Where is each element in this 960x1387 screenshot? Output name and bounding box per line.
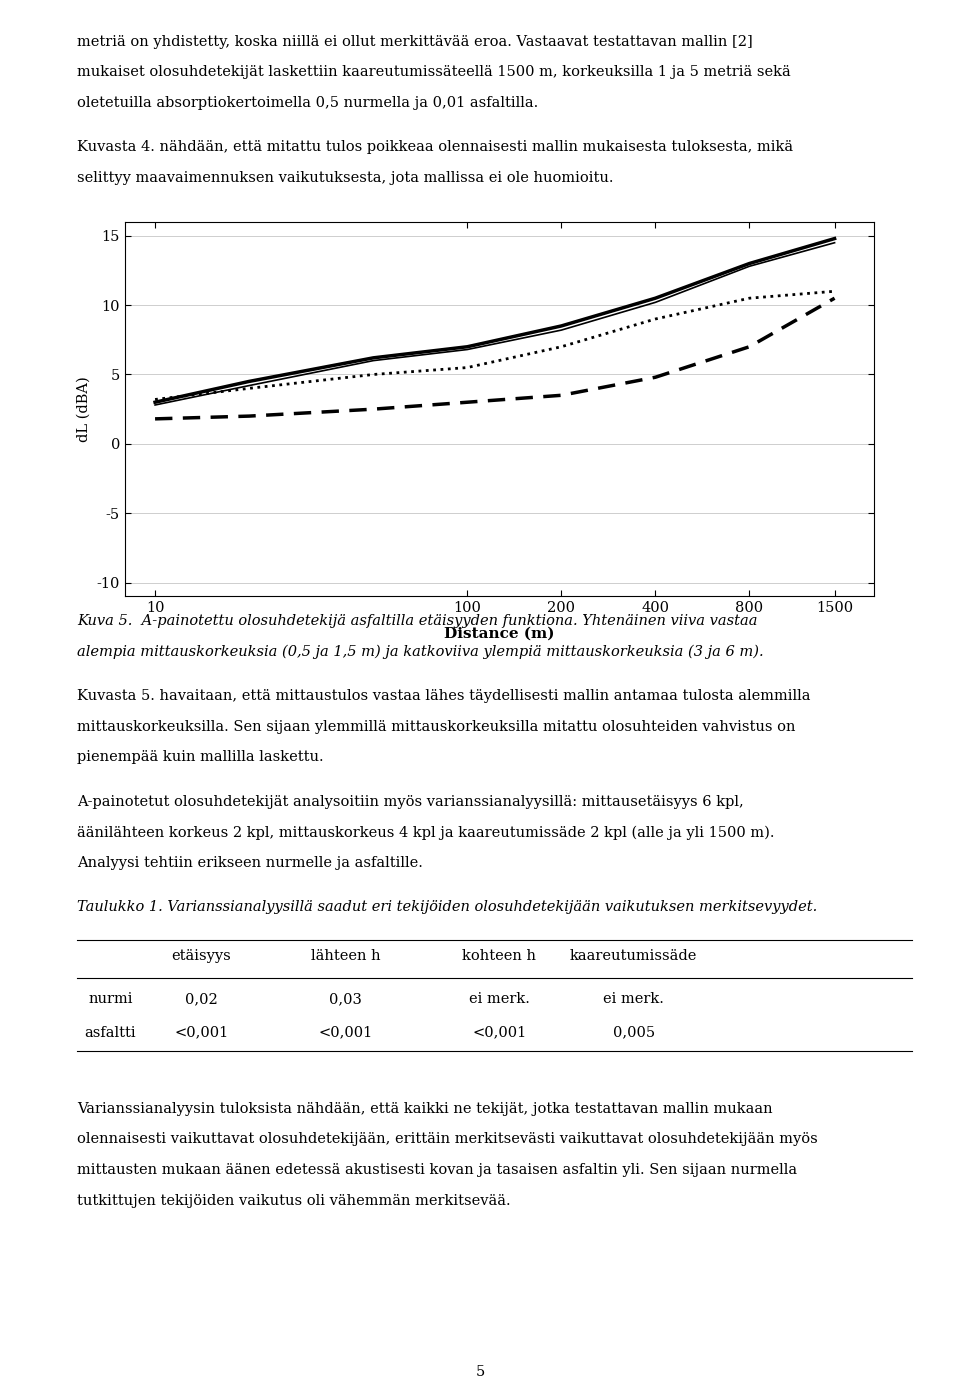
Text: Varianssianalyysin tuloksista nähdään, että kaikki ne tekijät, jotka testattavan: Varianssianalyysin tuloksista nähdään, e… [77, 1103, 773, 1117]
Text: kaareutumissäde: kaareutumissäde [570, 949, 697, 963]
Text: Taulukko 1. Varianssianalyysillä saadut eri tekijöiden olosuhdetekijään vaikutuk: Taulukko 1. Varianssianalyysillä saadut … [77, 900, 817, 914]
Text: nurmi: nurmi [88, 992, 132, 1006]
Text: lähteen h: lähteen h [311, 949, 380, 963]
Text: tutkittujen tekijöiden vaikutus oli vähemmän merkitsevää.: tutkittujen tekijöiden vaikutus oli vähe… [77, 1194, 511, 1208]
Text: <0,001: <0,001 [175, 1026, 228, 1040]
Text: Kuva 5.  A-painotettu olosuhdetekijä asfaltilla etäisyyden funktiona. Yhtenäinen: Kuva 5. A-painotettu olosuhdetekijä asfa… [77, 614, 757, 628]
X-axis label: Distance (m): Distance (m) [444, 627, 555, 641]
Text: mittausten mukaan äänen edetessä akustisesti kovan ja tasaisen asfaltin yli. Sen: mittausten mukaan äänen edetessä akustis… [77, 1164, 797, 1178]
Text: oletetuilla absorptiokertoimella 0,5 nurmella ja 0,01 asfaltilla.: oletetuilla absorptiokertoimella 0,5 nur… [77, 96, 538, 110]
Text: mittauskorkeuksilla. Sen sijaan ylemmillä mittauskorkeuksilla mitattu olosuhteid: mittauskorkeuksilla. Sen sijaan ylemmill… [77, 720, 795, 734]
Text: Kuvasta 5. havaitaan, että mittaustulos vastaa lähes täydellisesti mallin antama: Kuvasta 5. havaitaan, että mittaustulos … [77, 689, 810, 703]
Text: Analyysi tehtiin erikseen nurmelle ja asfaltille.: Analyysi tehtiin erikseen nurmelle ja as… [77, 856, 422, 870]
Text: mukaiset olosuhdetekijät laskettiin kaareutumissäteellä 1500 m, korkeuksilla 1 j: mukaiset olosuhdetekijät laskettiin kaar… [77, 65, 790, 79]
Y-axis label: dL (dBA): dL (dBA) [77, 376, 91, 442]
Text: metriä on yhdistetty, koska niillä ei ollut merkittävää eroa. Vastaavat testatta: metriä on yhdistetty, koska niillä ei ol… [77, 35, 753, 49]
Text: <0,001: <0,001 [472, 1026, 526, 1040]
Text: 0,03: 0,03 [329, 992, 362, 1006]
Text: olennaisesti vaikuttavat olosuhdetekijään, erittäin merkitsevästi vaikuttavat ol: olennaisesti vaikuttavat olosuhdetekijää… [77, 1133, 818, 1147]
Text: 5: 5 [475, 1365, 485, 1379]
Text: ei merk.: ei merk. [468, 992, 530, 1006]
Text: kohteen h: kohteen h [462, 949, 537, 963]
Text: Kuvasta 4. nähdään, että mitattu tulos poikkeaa olennaisesti mallin mukaisesta t: Kuvasta 4. nähdään, että mitattu tulos p… [77, 140, 793, 154]
Text: <0,001: <0,001 [319, 1026, 372, 1040]
Text: A-painotetut olosuhdetekijät analysoitiin myös varianssianalyysillä: mittausetäi: A-painotetut olosuhdetekijät analysoitii… [77, 795, 744, 809]
Text: äänilähteen korkeus 2 kpl, mittauskorkeus 4 kpl ja kaareutumissäde 2 kpl (alle j: äänilähteen korkeus 2 kpl, mittauskorkeu… [77, 825, 775, 839]
Text: 0,02: 0,02 [185, 992, 218, 1006]
Text: pienempää kuin mallilla laskettu.: pienempää kuin mallilla laskettu. [77, 750, 324, 764]
Text: asfaltti: asfaltti [84, 1026, 136, 1040]
Text: etäisyys: etäisyys [172, 949, 231, 963]
Text: 0,005: 0,005 [612, 1026, 655, 1040]
Text: alempia mittauskorkeuksia (0,5 ja 1,5 m) ja katkoviiva ylempiä mittauskorkeuksia: alempia mittauskorkeuksia (0,5 ja 1,5 m)… [77, 645, 763, 659]
Text: ei merk.: ei merk. [603, 992, 664, 1006]
Text: selittyy maavaimennuksen vaikutuksesta, jota mallissa ei ole huomioitu.: selittyy maavaimennuksen vaikutuksesta, … [77, 171, 613, 184]
